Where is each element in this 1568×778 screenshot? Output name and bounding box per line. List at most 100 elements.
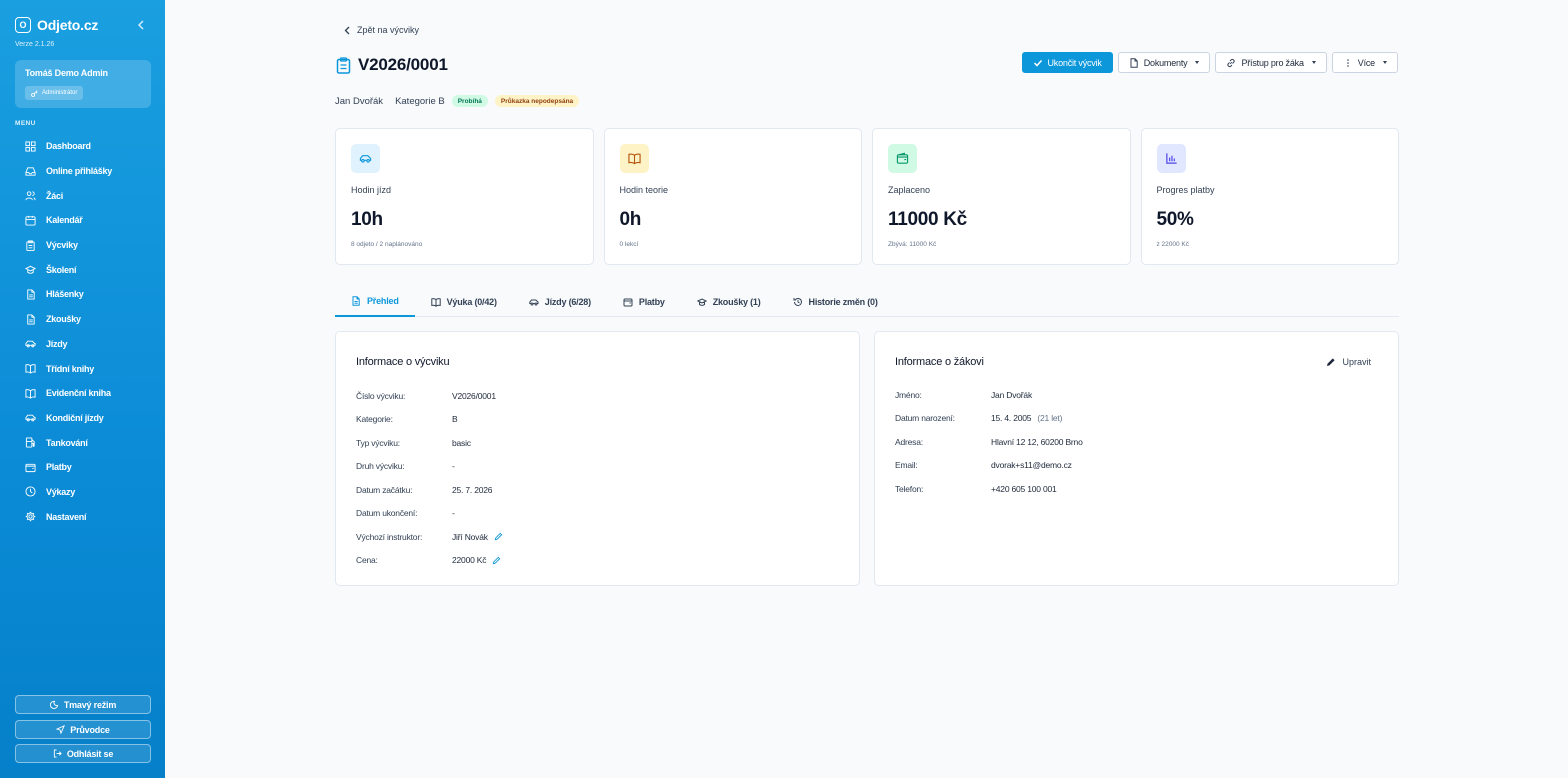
sidebar-item-label: Žáci — [46, 190, 64, 201]
info-label: Cena: — [356, 555, 378, 566]
info-label: Email: — [895, 460, 918, 471]
category-label: Kategorie B — [395, 95, 445, 107]
sidebar-item-settings[interactable]: Nastavení — [15, 504, 151, 529]
sidebar-item-refueling[interactable]: Tankování — [15, 430, 151, 455]
sidebar-item-online-applications[interactable]: Online přihlášky — [15, 159, 151, 184]
info-value: 15. 4. 2005 (21 let) — [991, 413, 1062, 423]
stat-sub: Zbývá: 11000 Kč — [888, 241, 937, 248]
guide-label: Průvodce — [70, 724, 110, 735]
info-value-text: Hlavní 12 12, 60200 Brno — [991, 436, 1083, 447]
stats-row: Hodin jízd 10h 8 odjeto / 2 naplánováno … — [335, 128, 1399, 265]
tab-lessons[interactable]: Výuka (0/42) — [415, 286, 513, 317]
more-label: Více — [1357, 57, 1375, 68]
document-icon — [352, 295, 360, 306]
version-label: Verze 2.1.26 — [15, 41, 55, 48]
edit-instructor-pencil-icon[interactable] — [494, 532, 503, 541]
chevron-left-icon[interactable] — [135, 17, 147, 33]
edit-price-pencil-icon[interactable] — [492, 556, 501, 565]
stat-card-theory-hours: Hodin teorie 0h 0 lekcí — [603, 128, 862, 265]
sidebar-item-dashboard[interactable]: Dashboard — [15, 134, 151, 159]
gear-icon — [25, 511, 36, 522]
role-badge: Administrátor — [25, 86, 84, 100]
tab-label: Historie změn (0) — [808, 296, 878, 307]
sidebar-item-record-book[interactable]: Evidenční kniha — [15, 381, 151, 406]
stat-card-paid: Zaplaceno 11000 Kč Zbývá: 11000 Kč — [872, 128, 1131, 265]
sidebar-item-rides[interactable]: Jízdy — [15, 332, 151, 357]
send-icon — [56, 725, 66, 734]
tab-history[interactable]: Historie změn (0) — [777, 286, 894, 317]
info-row: Jméno: Jan Dvořák — [895, 383, 1083, 407]
sidebar-item-students[interactable]: Žáci — [15, 183, 151, 208]
tab-exams[interactable]: Zkoušky (1) — [681, 286, 777, 317]
calendar-icon — [25, 215, 36, 226]
sidebar-item-label: Výcviky — [46, 240, 78, 251]
sidebar-item-calendar[interactable]: Kalendář — [15, 208, 151, 233]
info-row: Výchozí instruktor: Jiří Novák — [356, 525, 503, 549]
tab-rides[interactable]: Jízdy (6/28) — [513, 286, 607, 317]
header-actions: Ukončit výcvik Dokumenty Přístup pro žák… — [1021, 52, 1398, 73]
stat-value: 0h — [619, 209, 642, 230]
wallet-icon — [888, 144, 917, 173]
role-label: Administrátor — [42, 90, 78, 96]
moon-icon — [49, 700, 59, 709]
brand[interactable]: O Odjeto.cz — [15, 17, 98, 33]
sidebar-item-label: Dashboard — [46, 141, 91, 152]
tab-label: Zkoušky (1) — [712, 296, 761, 307]
back-link[interactable]: Zpět na výcviky — [344, 25, 419, 35]
key-icon — [31, 89, 38, 97]
info-value: V2026/0001 — [452, 391, 496, 401]
student-access-dropdown[interactable]: Přístup pro žáka — [1215, 52, 1327, 73]
info-label: Druh výcviku: — [356, 461, 405, 472]
file-icon — [27, 314, 35, 325]
history-icon — [793, 297, 802, 306]
finish-training-label: Ukončit výcvik — [1047, 57, 1102, 68]
book-open-icon — [430, 297, 441, 307]
info-value-text: Jiří Novák — [452, 531, 488, 542]
info-row: Datum ukončení: - — [356, 502, 503, 526]
sidebar-item-reports[interactable]: Hlášenky — [15, 282, 151, 307]
car-icon — [529, 299, 539, 305]
info-value-text: 25. 7. 2026 — [452, 484, 493, 495]
sidebar-item-condition-rides[interactable]: Kondiční jízdy — [15, 406, 151, 431]
sidebar-item-statements[interactable]: Výkazy — [15, 480, 151, 505]
fuel-icon — [25, 437, 35, 448]
training-info-panel: Informace o výcviku Číslo výcviku: V2026… — [335, 331, 860, 586]
caret-down-icon — [1195, 61, 1200, 64]
student-info-list: Jméno: Jan Dvořák Datum narození: 15. 4.… — [895, 383, 1083, 501]
sidebar-nav: Dashboard Online přihlášky Žáci Kalendář… — [15, 134, 151, 529]
sidebar-item-label: Online přihlášky — [46, 166, 113, 177]
sidebar-item-class-books[interactable]: Třídní knihy — [15, 356, 151, 381]
car-icon — [25, 415, 36, 422]
clipboard-icon — [26, 240, 35, 251]
info-value: Jan Dvořák — [991, 390, 1032, 400]
sidebar-item-courses[interactable]: Školení — [15, 257, 151, 282]
book-icon — [25, 388, 36, 399]
more-dropdown[interactable]: Více — [1331, 52, 1398, 73]
logout-label: Odhlásit se — [66, 748, 114, 759]
info-value: +420 605 100 001 — [991, 484, 1057, 494]
edit-student-button[interactable]: Upravit — [1326, 357, 1371, 367]
book-open-icon — [619, 144, 649, 173]
sidebar-item-label: Třídní knihy — [46, 363, 95, 374]
guide-button[interactable]: Průvodce — [15, 720, 151, 739]
dark-mode-button[interactable]: Tmavý režim — [15, 695, 151, 714]
document-icon — [1130, 57, 1138, 68]
sidebar-item-exams[interactable]: Zkoušky — [15, 307, 151, 332]
logout-button[interactable]: Odhlásit se — [15, 744, 151, 763]
info-value: B — [452, 414, 458, 424]
car-icon — [351, 144, 380, 173]
info-label: Datum ukončení: — [356, 508, 418, 519]
sidebar-item-label: Výkazy — [46, 486, 76, 497]
training-info-list: Číslo výcviku: V2026/0001 Kategorie: B T… — [356, 384, 503, 572]
info-row: Datum narození: 15. 4. 2005 (21 let) — [895, 407, 1083, 431]
finish-training-button[interactable]: Ukončit výcvik — [1021, 52, 1113, 73]
documents-dropdown[interactable]: Dokumenty — [1117, 52, 1211, 73]
sidebar-item-payments[interactable]: Platby — [15, 455, 151, 480]
sidebar-item-trainings[interactable]: Výcviky — [15, 233, 151, 258]
grid-icon — [25, 141, 36, 152]
tab-payments[interactable]: Platby — [607, 286, 681, 317]
dark-mode-label: Tmavý režim — [63, 699, 117, 710]
tab-overview[interactable]: Přehled — [335, 286, 415, 317]
info-value: - — [452, 508, 455, 518]
user-card[interactable]: Tomáš Demo Admin Administrátor — [15, 60, 151, 108]
